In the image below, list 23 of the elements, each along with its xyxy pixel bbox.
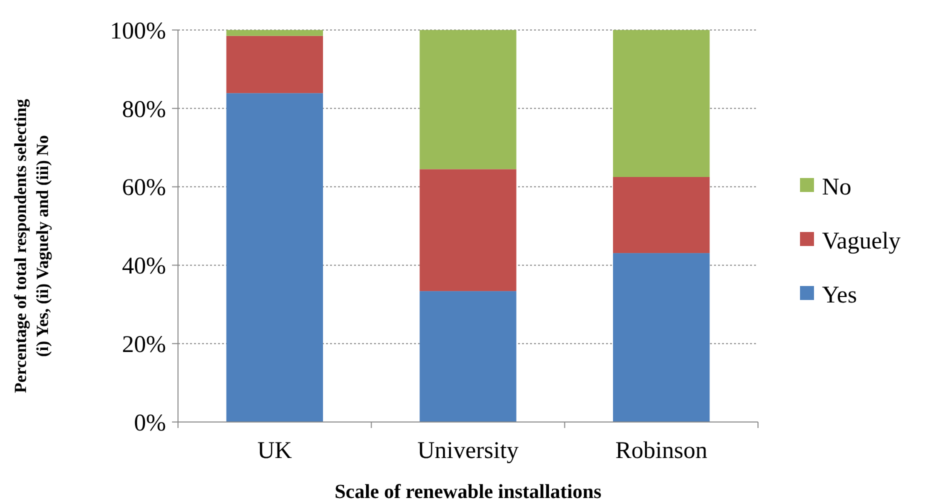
bar [613, 177, 710, 254]
y-tick-label: 100% [110, 18, 166, 44]
legend-label: Vaguely [822, 228, 901, 254]
bar [226, 30, 323, 36]
bar [226, 36, 323, 94]
x-tick-label: Robinson [615, 438, 708, 464]
y-tick-label: 80% [122, 96, 166, 123]
y-tick-label: 60% [122, 175, 166, 202]
bar [613, 253, 710, 422]
y-tick-label: 0% [134, 410, 166, 436]
x-tick-label: University [417, 438, 519, 464]
bar [613, 30, 710, 177]
y-axis-title: Percentage of total respondents selecting (i) Yes, (ii) Vaguely and (iii) No [11, 98, 52, 393]
x-axis-title: Scale of renewable installations [334, 481, 602, 503]
legend-label: No [822, 174, 852, 200]
bar [420, 30, 516, 170]
bar [420, 291, 516, 422]
legend-label: Yes [822, 282, 857, 308]
y-tick-label: 20% [122, 332, 166, 358]
x-tick-label: UK [257, 438, 293, 464]
bar [420, 169, 516, 292]
y-tick-label: 40% [122, 254, 166, 280]
bar [226, 93, 323, 422]
